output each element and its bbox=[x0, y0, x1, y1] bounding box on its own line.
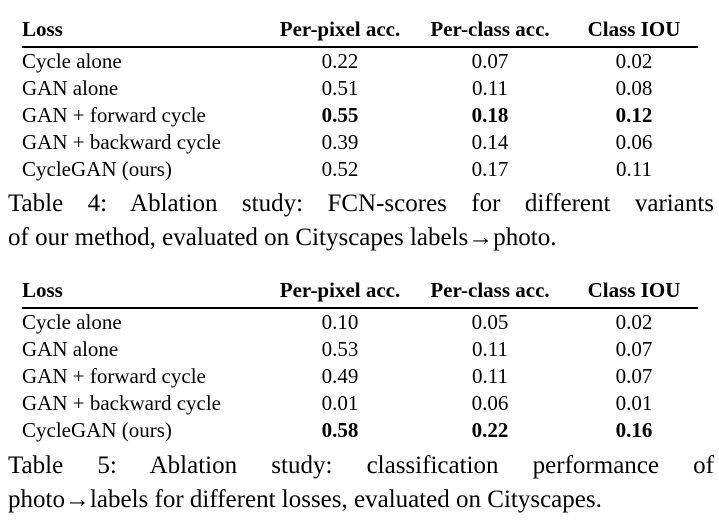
cell-loss: GAN alone bbox=[22, 76, 119, 100]
cell-value: 0.14 bbox=[471, 130, 509, 154]
table-row: Cycle alone 0.10 0.05 0.02 bbox=[22, 308, 698, 336]
header-class-iou: Class IOU bbox=[570, 277, 698, 309]
fcn-scores-ablation-table: Loss Per-pixel acc. Per-class acc. Class… bbox=[22, 16, 698, 183]
cell-loss: GAN alone bbox=[22, 337, 119, 361]
cell-value: 0.12 bbox=[615, 103, 653, 127]
cell-value: 0.07 bbox=[471, 49, 509, 73]
caption-line: of our method, evaluated on Cityscapes l… bbox=[8, 224, 557, 251]
cell-value: 0.58 bbox=[321, 418, 359, 442]
cell-value: 0.55 bbox=[321, 103, 359, 127]
table-row: Cycle alone 0.22 0.07 0.02 bbox=[22, 47, 698, 75]
cell-value: 0.11 bbox=[472, 337, 508, 361]
cell-value: 0.07 bbox=[615, 337, 653, 361]
cell-value: 0.11 bbox=[472, 76, 508, 100]
table-row: GAN + forward cycle 0.49 0.11 0.07 bbox=[22, 363, 698, 390]
cell-value: 0.52 bbox=[321, 157, 359, 181]
caption-line: photo→labels for different losses, evalu… bbox=[8, 486, 602, 513]
cell-value: 0.18 bbox=[471, 103, 509, 127]
cell-loss: GAN + backward cycle bbox=[22, 391, 222, 415]
table-header-row: Loss Per-pixel acc. Per-class acc. Class… bbox=[22, 277, 698, 309]
cell-value: 0.22 bbox=[471, 418, 509, 442]
cell-loss: Cycle alone bbox=[22, 49, 122, 73]
header-per-class-acc: Per-class acc. bbox=[410, 16, 570, 48]
header-loss: Loss bbox=[22, 277, 270, 309]
cell-loss: CycleGAN (ours) bbox=[22, 418, 172, 442]
cell-loss: GAN + forward cycle bbox=[22, 364, 206, 388]
cell-loss: GAN + backward cycle bbox=[22, 130, 222, 154]
cell-value: 0.10 bbox=[321, 310, 359, 334]
cell-value: 0.39 bbox=[321, 130, 359, 154]
cell-value: 0.11 bbox=[472, 364, 508, 388]
cell-value: 0.22 bbox=[321, 49, 359, 73]
cell-value: 0.17 bbox=[471, 157, 509, 181]
table-row: GAN alone 0.53 0.11 0.07 bbox=[22, 336, 698, 363]
header-per-pixel-acc: Per-pixel acc. bbox=[270, 16, 410, 48]
header-per-pixel-acc: Per-pixel acc. bbox=[270, 277, 410, 309]
table-row: GAN + backward cycle 0.01 0.06 0.01 bbox=[22, 390, 698, 417]
cell-value: 0.06 bbox=[615, 130, 653, 154]
cell-value: 0.06 bbox=[471, 391, 509, 415]
table-row: GAN + backward cycle 0.39 0.14 0.06 bbox=[22, 129, 698, 156]
table-row: CycleGAN (ours) 0.58 0.22 0.16 bbox=[22, 417, 698, 444]
cell-value: 0.08 bbox=[615, 76, 653, 100]
table-header-row: Loss Per-pixel acc. Per-class acc. Class… bbox=[22, 16, 698, 48]
cell-value: 0.01 bbox=[321, 391, 359, 415]
header-per-class-acc: Per-class acc. bbox=[410, 277, 570, 309]
cell-value: 0.02 bbox=[615, 310, 653, 334]
cell-loss: GAN + forward cycle bbox=[22, 103, 206, 127]
caption-line: Table 5: Ablation study: classification … bbox=[8, 452, 714, 479]
table-row: GAN alone 0.51 0.11 0.08 bbox=[22, 75, 698, 102]
cell-value: 0.11 bbox=[616, 157, 652, 181]
cell-value: 0.16 bbox=[615, 418, 653, 442]
cell-value: 0.05 bbox=[471, 310, 509, 334]
table-row: CycleGAN (ours) 0.52 0.17 0.11 bbox=[22, 156, 698, 183]
cell-value: 0.49 bbox=[321, 364, 359, 388]
table4-caption: Table 4: Ablation study: FCN-scores for … bbox=[8, 187, 714, 255]
cell-value: 0.51 bbox=[321, 76, 359, 100]
table5-caption: Table 5: Ablation study: classification … bbox=[8, 449, 714, 517]
table-row: GAN + forward cycle 0.55 0.18 0.12 bbox=[22, 102, 698, 129]
cell-value: 0.07 bbox=[615, 364, 653, 388]
cell-value: 0.01 bbox=[615, 391, 653, 415]
cell-value: 0.02 bbox=[615, 49, 653, 73]
header-loss: Loss bbox=[22, 16, 270, 48]
classification-ablation-table: Loss Per-pixel acc. Per-class acc. Class… bbox=[22, 277, 698, 444]
caption-line: Table 4: Ablation study: FCN-scores for … bbox=[8, 190, 714, 217]
cell-loss: Cycle alone bbox=[22, 310, 122, 334]
cell-loss: CycleGAN (ours) bbox=[22, 157, 172, 181]
cell-value: 0.53 bbox=[321, 337, 359, 361]
header-class-iou: Class IOU bbox=[570, 16, 698, 48]
